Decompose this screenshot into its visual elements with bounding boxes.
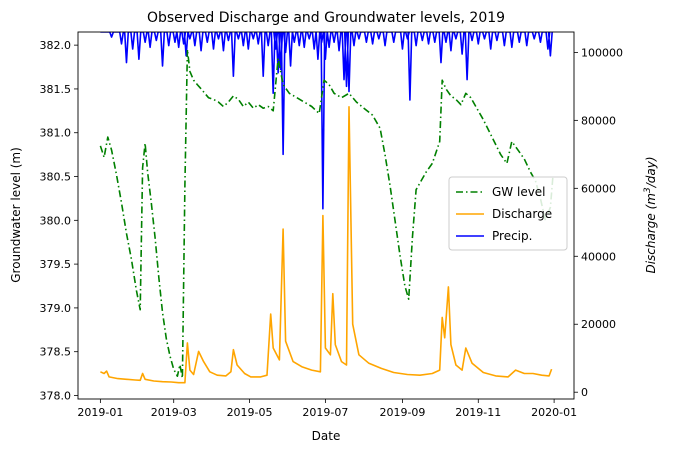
y-right-tick-label: 100000: [581, 46, 623, 59]
y-right-label-suffix: /day): [644, 156, 658, 188]
x-tick-label: 2020-01: [531, 406, 577, 419]
series-layer: [99, 32, 554, 384]
x-tick-label: 2019-01: [77, 406, 123, 419]
x-axis-label: Date: [312, 429, 341, 443]
y-left-tick-label: 379.5: [40, 258, 72, 271]
y-left-tick-label: 379.0: [40, 302, 72, 315]
y-right-tick-label: 80000: [581, 114, 616, 127]
y-right-label-unit: m: [644, 193, 658, 205]
y-right-label-prefix: Discharge (: [644, 203, 658, 273]
y-right-axis-ticks: 0 20000 40000 60000 80000 100000: [574, 46, 623, 399]
x-tick-label: 2019-07: [302, 406, 348, 419]
y-left-tick-label: 381.5: [40, 83, 72, 96]
y-left-tick-label: 380.5: [40, 171, 72, 184]
legend-label-precip: Precip.: [492, 229, 532, 243]
y-left-tick-label: 381.0: [40, 127, 72, 140]
x-axis-ticks: 2019-01 2019-03 2019-05 2019-07 2019-09 2019-…: [77, 399, 577, 419]
x-tick-label: 2019-03: [151, 406, 197, 419]
x-tick-label: 2019-11: [455, 406, 501, 419]
series-line-gw-level: [99, 48, 554, 379]
series-line-discharge: [100, 106, 553, 384]
y-left-tick-label: 382.0: [40, 39, 72, 52]
legend-label-gw-level: GW level: [492, 185, 546, 199]
y-left-axis-label: Groundwater level (m): [9, 147, 23, 283]
y-left-axis-ticks: 378.0 378.5 379.0 379.5 380.0 380.5 381.0 381.5…: [40, 39, 78, 402]
y-right-tick-label: 20000: [581, 318, 616, 331]
y-right-tick-label: 0: [581, 386, 588, 399]
y-left-tick-label: 378.5: [40, 346, 72, 359]
y-left-tick-label: 378.0: [40, 389, 72, 402]
x-tick-label: 2019-09: [379, 406, 425, 419]
plot-frame: [77, 31, 575, 400]
y-right-axis-label: Discharge (m3/day): [643, 156, 658, 273]
legend: GW level Discharge Precip.: [448, 176, 568, 251]
series-line-precip: [100, 32, 553, 210]
legend-label-discharge: Discharge: [492, 207, 552, 221]
y-right-tick-label: 60000: [581, 182, 616, 195]
legend-box: [448, 176, 568, 251]
y-right-tick-label: 40000: [581, 250, 616, 263]
chart-title: Observed Discharge and Groundwater level…: [147, 10, 505, 26]
y-right-label-exponent: 3: [643, 187, 653, 193]
y-left-tick-label: 380.0: [40, 214, 72, 227]
x-tick-label: 2019-05: [227, 406, 273, 419]
